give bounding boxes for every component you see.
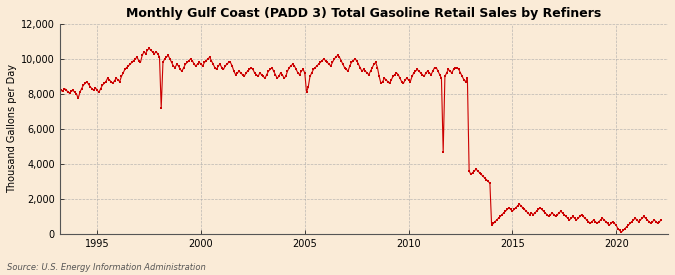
Title: Monthly Gulf Coast (PADD 3) Total Gasoline Retail Sales by Refiners: Monthly Gulf Coast (PADD 3) Total Gasoli… (126, 7, 601, 20)
Text: Source: U.S. Energy Information Administration: Source: U.S. Energy Information Administ… (7, 263, 205, 272)
Y-axis label: Thousand Gallons per Day: Thousand Gallons per Day (7, 64, 17, 193)
